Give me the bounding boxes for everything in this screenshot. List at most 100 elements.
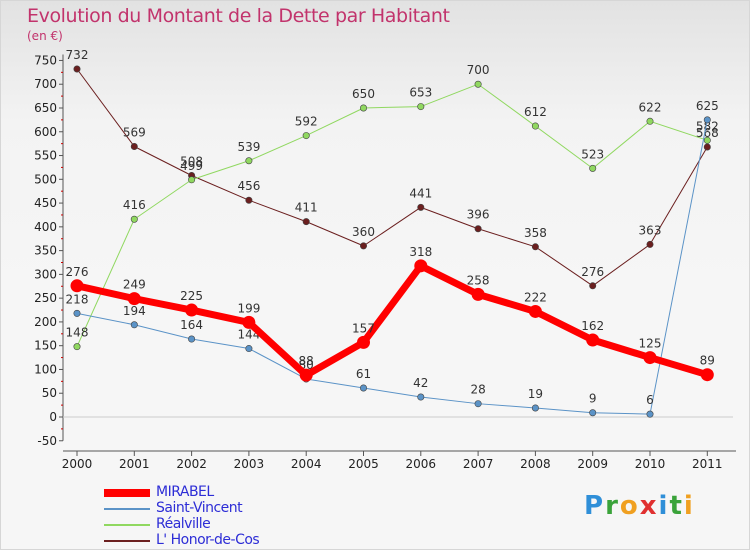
- data-point: [357, 335, 370, 349]
- y-tick-label: 50: [42, 386, 57, 400]
- data-point: [127, 292, 141, 306]
- data-point: [302, 218, 310, 226]
- data-label: 218: [66, 292, 89, 306]
- data-label: 61: [356, 367, 371, 381]
- data-point: [417, 103, 425, 111]
- data-label: 650: [352, 87, 375, 101]
- data-point: [73, 309, 81, 317]
- data-point: [589, 164, 597, 172]
- data-point: [646, 410, 654, 418]
- data-point: [359, 384, 367, 392]
- legend-label: MIRABEL: [156, 484, 214, 500]
- y-tick-label: 550: [34, 149, 57, 163]
- line-chart: -50 0 50 100 150 200 250 300 350 400 450 500 550 600 6…: [34, 48, 736, 471]
- data-label: 411: [295, 201, 318, 215]
- y-tick-label: 200: [34, 315, 57, 329]
- data-label: 276: [581, 265, 604, 279]
- data-label: 164: [180, 318, 203, 332]
- data-label: 318: [409, 245, 432, 259]
- chart-title: Evolution du Montant de la Dette par Hab…: [27, 5, 450, 27]
- legend-label: Réalville: [156, 516, 211, 532]
- data-point: [417, 393, 425, 401]
- data-point: [531, 243, 539, 251]
- data-label: 625: [696, 99, 719, 113]
- data-label: 157: [352, 321, 375, 335]
- data-label: 194: [123, 304, 146, 318]
- y-tick-label: 600: [34, 125, 57, 139]
- legend-swatch: [104, 489, 150, 497]
- data-label: 162: [581, 319, 604, 333]
- data-point: [73, 343, 81, 351]
- legend-item: L' Honor-de-Cos: [104, 532, 364, 549]
- data-label: 622: [639, 100, 662, 114]
- data-point: [185, 303, 199, 317]
- data-point: [703, 116, 711, 124]
- data-point: [646, 117, 654, 125]
- data-label: 612: [524, 105, 547, 119]
- data-label: 569: [123, 125, 146, 139]
- data-label: 199: [237, 301, 260, 315]
- data-point: [531, 404, 539, 412]
- data-label: 148: [66, 326, 89, 340]
- x-tick-label: 2004: [291, 457, 322, 471]
- data-point: [359, 104, 367, 112]
- data-point: [474, 80, 482, 88]
- data-point: [414, 259, 428, 273]
- data-label: 88: [299, 354, 314, 368]
- series-line: [76, 68, 708, 287]
- series-line: [73, 262, 711, 379]
- series-line: [76, 119, 708, 415]
- data-point: [188, 176, 196, 184]
- y-tick-label: 150: [34, 339, 57, 353]
- data-label: 225: [180, 289, 203, 303]
- data-label: 568: [696, 126, 719, 140]
- chart-unit-label: (en €): [27, 29, 63, 43]
- data-label: 249: [123, 278, 146, 292]
- x-tick-label: 2002: [176, 457, 207, 471]
- data-label: 363: [639, 223, 662, 237]
- legend-item: MIRABEL: [104, 484, 364, 501]
- data-point: [528, 304, 542, 318]
- data-point: [70, 279, 84, 293]
- data-point: [586, 333, 600, 347]
- legend-item: Saint-Vincent: [104, 500, 364, 517]
- data-point: [474, 400, 482, 408]
- data-label: 222: [524, 290, 547, 304]
- y-tick-label: 350: [34, 244, 57, 258]
- data-label: 732: [66, 48, 89, 62]
- data-point: [130, 321, 138, 329]
- data-point: [188, 335, 196, 343]
- x-tick-label: 2009: [577, 457, 608, 471]
- data-label: 258: [467, 273, 490, 287]
- x-tick-label: 2006: [406, 457, 437, 471]
- x-tick-label: 2000: [62, 457, 93, 471]
- data-point: [417, 203, 425, 211]
- data-label: 28: [470, 383, 485, 397]
- data-label: 360: [352, 225, 375, 239]
- data-label: 6: [646, 393, 654, 407]
- x-tick-label: 2007: [463, 457, 494, 471]
- data-point: [130, 215, 138, 223]
- legend-item: Réalville: [104, 516, 364, 533]
- data-point: [531, 122, 539, 130]
- data-point: [646, 240, 654, 248]
- y-tick-label: 300: [34, 267, 57, 281]
- data-point: [471, 287, 485, 301]
- data-point: [700, 368, 714, 382]
- x-tick-label: 2005: [348, 457, 379, 471]
- x-tick-label: 2001: [119, 457, 150, 471]
- data-point: [474, 225, 482, 233]
- data-label: 700: [467, 63, 490, 77]
- series-line: [76, 83, 708, 348]
- logo-letter: x: [639, 491, 659, 521]
- data-point: [359, 242, 367, 250]
- data-label: 508: [180, 154, 203, 168]
- proxiti-logo: Proxiti: [584, 491, 695, 521]
- y-tick-label: 650: [34, 101, 57, 115]
- data-point: [299, 368, 313, 382]
- data-point: [245, 345, 253, 353]
- x-tick-label: 2010: [635, 457, 666, 471]
- y-tick-label: 250: [34, 291, 57, 305]
- x-tick-label: 2011: [692, 457, 723, 471]
- y-tick-label: 700: [34, 77, 57, 91]
